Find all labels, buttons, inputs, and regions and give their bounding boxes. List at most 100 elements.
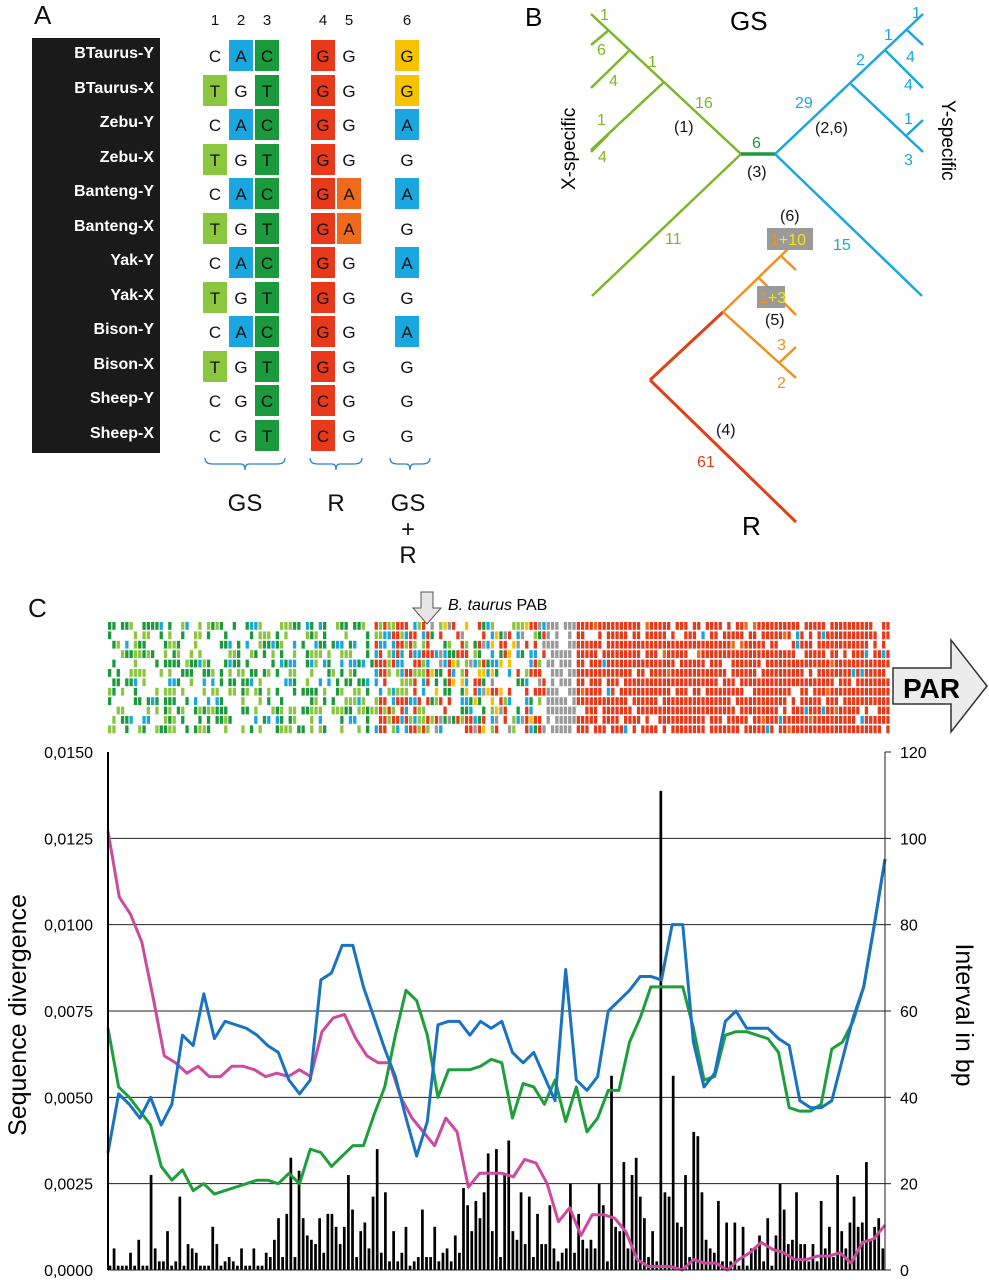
heatmap-cell [753, 659, 757, 668]
heatmap-cell [692, 669, 697, 677]
column-number: 4 [318, 12, 328, 29]
heatmap-cell [482, 706, 486, 715]
heatmap-cell [662, 687, 666, 696]
heatmap-cell [383, 697, 387, 705]
heatmap-cell [529, 697, 533, 705]
heatmap-cell [761, 669, 765, 677]
heatmap-cell [271, 706, 275, 715]
heatmap-cell [813, 650, 817, 658]
heatmap-cell [873, 659, 877, 668]
heatmap-cell [426, 650, 430, 658]
heatmap-cell [206, 622, 211, 630]
heatmap-cell [353, 697, 357, 705]
heatmap-cell [327, 669, 331, 677]
heatmap-cell [791, 706, 795, 715]
heatmap-cell [361, 697, 365, 705]
heatmap-cell [288, 725, 292, 734]
heatmap-cell [202, 659, 206, 668]
heatmap-cell [439, 659, 443, 668]
heatmap-cell [606, 678, 611, 687]
heatmap-cell [774, 659, 778, 668]
heatmap-cell [830, 725, 834, 734]
heatmap-cell [374, 659, 378, 668]
heatmap-cell [516, 631, 520, 640]
heatmap-cell [688, 678, 692, 687]
interval-bar [318, 1218, 321, 1270]
heatmap-cell [778, 678, 783, 687]
heatmap-cell [391, 631, 396, 640]
branch-label: 6 [597, 42, 606, 59]
interval-bar [244, 1265, 247, 1270]
heatmap-cell [886, 706, 890, 715]
heatmap-cell [237, 650, 241, 658]
heatmap-cell [447, 650, 451, 658]
heatmap-cell [748, 725, 752, 734]
heatmap-cell [649, 640, 654, 649]
heatmap-cell [327, 650, 331, 658]
heatmap-cell [851, 725, 856, 734]
heatmap-cell [641, 697, 645, 705]
interval-bar [778, 1183, 782, 1270]
heatmap-cell [830, 659, 834, 668]
heatmap-cell [499, 631, 503, 640]
heatmap-cell [146, 697, 150, 705]
heatmap-cell [546, 706, 550, 715]
heatmap-cell [624, 640, 628, 649]
heatmap-cell [705, 622, 709, 630]
heatmap-cell [808, 706, 813, 715]
heatmap-cell [142, 631, 146, 640]
heatmap-cell [331, 697, 335, 705]
heatmap-cell [697, 687, 701, 696]
heatmap-cell [572, 640, 576, 649]
base-cell: C [202, 246, 228, 279]
heatmap-cell [615, 659, 619, 668]
heatmap-cell [456, 659, 460, 668]
interval-bar [273, 1239, 276, 1270]
heatmap-cell [275, 706, 279, 715]
heatmap-cell [112, 725, 116, 734]
heatmap-cell [817, 622, 821, 630]
heatmap-cell [774, 687, 778, 696]
interval-bar [840, 1231, 844, 1270]
heatmap-cell [856, 650, 860, 658]
interval-bar [823, 1248, 827, 1270]
heatmap-cell [611, 640, 615, 649]
base-cell: G [336, 280, 362, 314]
heatmap-cell [138, 650, 142, 658]
heatmap-cell [705, 706, 709, 715]
heatmap-cell [658, 631, 662, 640]
heatmap-cell [125, 678, 129, 687]
heatmap-cell [619, 687, 623, 696]
interval-bar [367, 1248, 371, 1270]
heatmap-cell [563, 725, 568, 734]
interval-bar [828, 1226, 831, 1270]
heatmap-cell [559, 725, 563, 734]
pab-annotation: B. taurus PAB [448, 597, 547, 614]
heatmap-cell [318, 716, 322, 724]
heatmap-cell [555, 706, 559, 715]
heatmap-cell [787, 631, 791, 640]
heatmap-cell [671, 631, 675, 640]
heatmap-cell [632, 697, 636, 705]
interval-bar [338, 1244, 342, 1270]
heatmap-cell [783, 678, 787, 687]
heatmap-cell [671, 650, 675, 658]
heatmap-cell [662, 659, 666, 668]
heatmap-cell [753, 697, 757, 705]
heatmap-cell [378, 669, 383, 677]
interval-bar [400, 1252, 404, 1270]
interval-bar [667, 1196, 671, 1270]
interval-bar [388, 1261, 391, 1270]
heatmap-cell [585, 622, 589, 630]
heatmap-cell [215, 622, 219, 630]
heatmap-cell [839, 687, 843, 696]
heatmap-cell [245, 687, 249, 696]
interval-bar [622, 1162, 626, 1270]
heatmap-cell [783, 669, 787, 677]
heatmap-cell [357, 687, 361, 696]
heatmap-cell [692, 640, 697, 649]
heatmap-cell [722, 650, 727, 658]
base-cell: A [228, 315, 254, 348]
heatmap-cell [873, 697, 877, 705]
heatmap-cell [391, 687, 396, 696]
